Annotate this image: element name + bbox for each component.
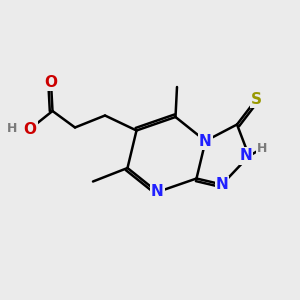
Text: H: H: [257, 142, 268, 155]
Text: S: S: [251, 92, 262, 106]
Text: O: O: [23, 122, 37, 136]
Text: O: O: [44, 75, 58, 90]
Text: N: N: [151, 184, 164, 200]
Text: N: N: [199, 134, 212, 148]
Text: N: N: [216, 177, 228, 192]
Text: H: H: [7, 122, 17, 136]
Text: N: N: [240, 148, 252, 164]
